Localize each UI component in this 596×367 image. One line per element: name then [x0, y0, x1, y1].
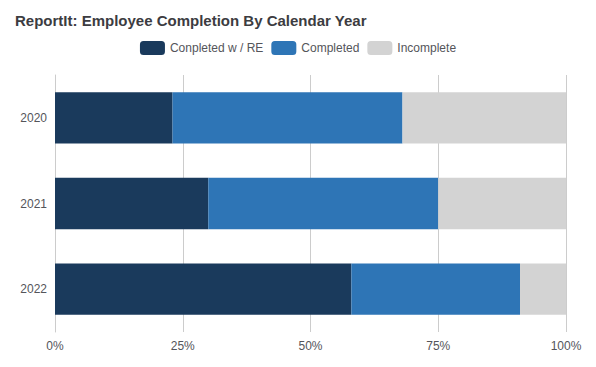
svg-text:Conpleted w / RE: Conpleted w / RE	[170, 41, 263, 55]
svg-text:2020: 2020	[20, 111, 47, 125]
svg-text:Completed: Completed	[301, 41, 359, 55]
svg-text:Incomplete: Incomplete	[397, 41, 456, 55]
svg-text:0%: 0%	[46, 339, 64, 353]
svg-text:2021: 2021	[20, 197, 47, 211]
svg-text:ReportIt: Employee Completion: ReportIt: Employee Completion By Calenda…	[15, 12, 367, 29]
svg-text:75%: 75%	[426, 339, 450, 353]
svg-text:50%: 50%	[298, 339, 322, 353]
svg-text:25%: 25%	[171, 339, 195, 353]
svg-text:2022: 2022	[20, 282, 47, 296]
svg-text:100%: 100%	[551, 339, 582, 353]
